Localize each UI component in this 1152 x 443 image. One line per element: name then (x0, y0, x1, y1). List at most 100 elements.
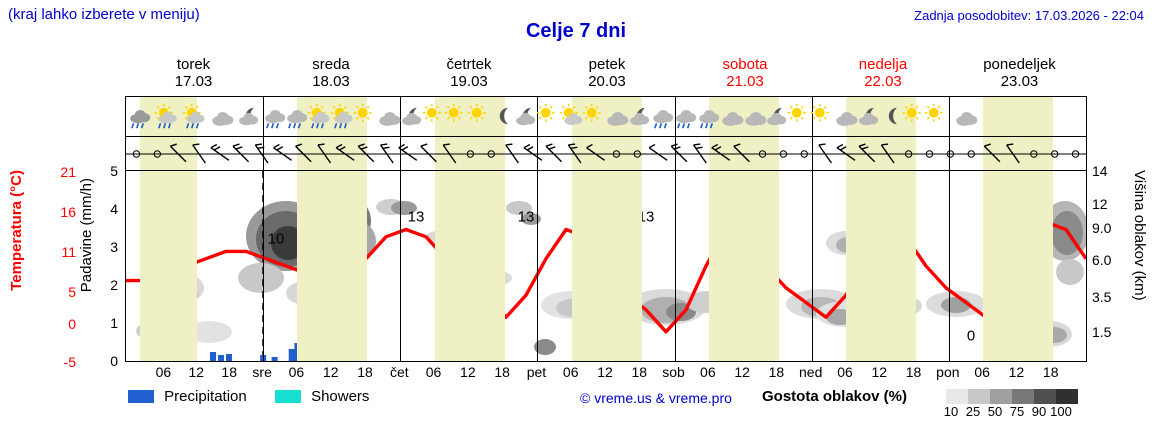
day-header-5: nedelja 22.03 (814, 56, 952, 90)
day-separator (811, 97, 813, 136)
cloud-density-value: 50 (987, 404, 1003, 419)
weather-icon-moon (490, 103, 516, 129)
x-tick-label: 06 (562, 364, 579, 380)
cloud-density-value: 90 (1031, 404, 1047, 419)
x-tick-label: 18 (221, 364, 237, 380)
cloud-tick-5: 1.5 (1092, 324, 1112, 340)
daylight-band (983, 97, 1054, 136)
temp-tick-2: 11 (61, 244, 76, 260)
cloud-density-values: 10 25 50 75 90 100 (940, 404, 1072, 419)
cloud-blob (1056, 259, 1084, 285)
day-header-6: ponedeljek 23.03 (952, 56, 1087, 90)
x-tick-label: 12 (1008, 364, 1025, 380)
day-date: 20.03 (588, 73, 626, 90)
cloud-density-swatch (968, 389, 990, 405)
day-date: 19.03 (450, 73, 488, 90)
x-tick-label: 18 (905, 364, 922, 380)
cloud-density-value: 25 (965, 404, 981, 419)
temp-tick-0: 21 (60, 164, 76, 180)
day-date: 23.03 (1000, 73, 1039, 90)
cloud-tick-1: 12 (1092, 196, 1108, 212)
cloud-height-axis-label: Višina oblakov (km) (1131, 170, 1148, 301)
x-tick-label: 12 (734, 364, 750, 380)
cloud-blob (941, 297, 971, 313)
cloud-tick-4: 3.5 (1092, 289, 1112, 305)
wind-barbs (126, 143, 1086, 164)
temperature-point-label: 10 (268, 230, 285, 247)
cloud-blob (521, 213, 541, 225)
x-tick-label: 12 (597, 364, 613, 380)
daylight-band (571, 97, 642, 136)
forecast-chart: 61041313113-1131141160 (125, 96, 1087, 362)
weather-icon-partly-sunny-rain (330, 103, 356, 129)
day-date: 18.03 (312, 73, 350, 90)
weather-icon-sunny (902, 103, 928, 129)
cloud-density-value: 10 (943, 404, 959, 419)
precip-tick-1: 4 (110, 201, 118, 217)
weather-icon-partly-sunny-rain (307, 103, 333, 129)
weather-icon-cloudy (376, 103, 402, 129)
precip-bar (271, 356, 278, 361)
showers-legend-label: Showers (311, 388, 370, 405)
temperature-axis-label: Temperatura (°C) (8, 170, 25, 291)
x-tick-label: 12 (460, 364, 476, 380)
x-tick-label: 12 (871, 364, 888, 380)
weather-icon-partly-sunny (559, 103, 585, 129)
day-header-3: petek 20.03 (538, 56, 676, 90)
weather-icon-rain (127, 103, 153, 129)
weather-icon-cloud-rain (650, 103, 676, 129)
day-separator (948, 97, 950, 136)
weather-icon-moon-cloud (399, 103, 425, 129)
copyright-link[interactable]: © vreme.us & vreme.pro (580, 390, 732, 406)
x-tick-label: 06 (974, 364, 990, 380)
day-separator (400, 171, 402, 361)
weather-icon-moon-cloud (856, 103, 882, 129)
day-name: sobota (722, 56, 768, 73)
daylight-band (846, 171, 916, 361)
weather-icon-cloud-rain (673, 103, 699, 129)
x-tick-label: 18 (1042, 364, 1059, 380)
weather-icon-partly-sunny-rain (182, 103, 208, 129)
daylight-band (983, 171, 1054, 361)
weather-icon-sunny (422, 103, 448, 129)
precip-tick-3: 2 (110, 277, 118, 293)
daylight-band (434, 97, 505, 136)
day-separator (537, 97, 539, 136)
day-name: sreda (312, 56, 350, 73)
chart-plot-area: 61041313113-1131141160 (126, 171, 1086, 361)
weather-icon-sunny (787, 103, 813, 129)
precip-tick-2: 3 (110, 239, 118, 255)
temperature-point-label: 13 (518, 208, 535, 225)
weather-icon-cloudy (209, 103, 235, 129)
day-separator (263, 97, 265, 136)
location-menu-note: (kraj lahko izberete v meniju) (8, 6, 200, 23)
last-updated: Zadnja posodobitev: 17.03.2026 - 22:04 (914, 8, 1144, 23)
cloud-density-legend-title: Gostota oblakov (%) (762, 388, 908, 405)
chart-legend: Precipitation Showers (128, 388, 369, 405)
cloud-density-swatch (1056, 389, 1078, 405)
temp-tick-4: 0 (68, 316, 76, 332)
x-tick-label: 18 (631, 364, 648, 380)
day-separator (674, 97, 676, 136)
temperature-point-label: 13 (638, 208, 655, 225)
weather-icon-cloudy (604, 103, 630, 129)
weather-icon-cloudy (719, 103, 745, 129)
precip-bar (218, 355, 224, 361)
daylight-band (434, 171, 505, 361)
weather-icon-sunny (810, 103, 836, 129)
cloud-blob (186, 321, 232, 343)
x-tick-label: 18 (768, 364, 785, 380)
weather-icon-cloud-rain (284, 103, 310, 129)
weather-icon-partly-sunny-rain (154, 103, 180, 129)
precip-bar (288, 348, 295, 361)
x-tick-label: sob (662, 364, 685, 380)
day-header-4: sobota 21.03 (676, 56, 814, 90)
weather-icon-row (126, 97, 1086, 137)
x-tick-label: 06 (837, 364, 853, 380)
day-separator (263, 171, 265, 361)
x-tick-label: 18 (357, 364, 373, 380)
x-tick-label: 12 (322, 364, 339, 380)
weather-icon-cloud-rain (262, 103, 288, 129)
weather-icon-moon-cloud (513, 103, 539, 129)
cloud-density-value: 75 (1009, 404, 1025, 419)
